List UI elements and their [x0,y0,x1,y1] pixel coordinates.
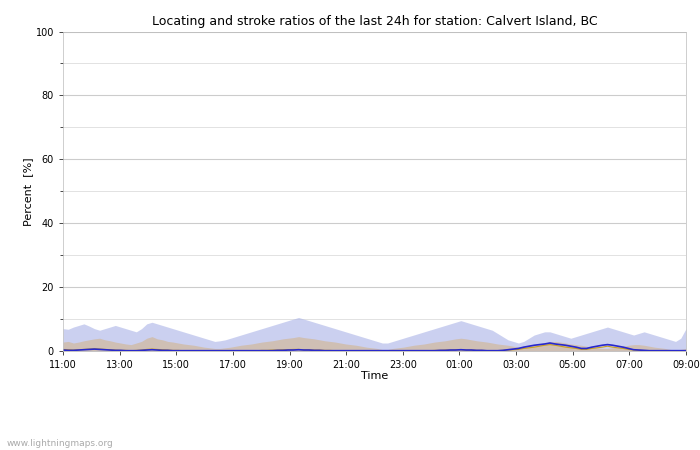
X-axis label: Time: Time [361,371,388,382]
Title: Locating and stroke ratios of the last 24h for station: Calvert Island, BC: Locating and stroke ratios of the last 2… [152,14,597,27]
Y-axis label: Percent  [%]: Percent [%] [23,157,33,225]
Text: www.lightningmaps.org: www.lightningmaps.org [7,439,113,448]
